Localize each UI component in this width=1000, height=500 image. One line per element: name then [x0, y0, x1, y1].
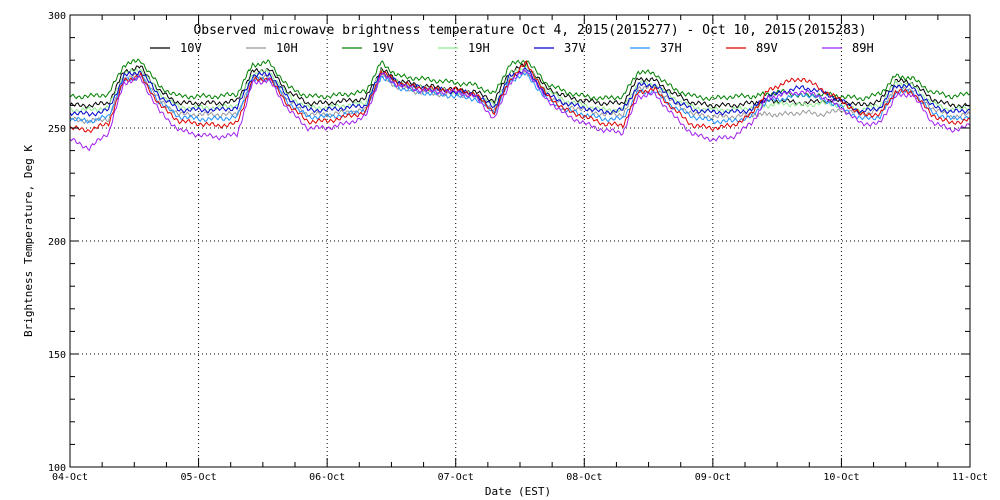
grid-lines [70, 15, 970, 467]
x-tick-label: 09-Oct [695, 472, 731, 483]
chart-title: Observed microwave brightness temperatur… [193, 23, 866, 38]
y-axis-label: Brightness Temperature, Deg K [22, 145, 35, 337]
y-tick-label: 100 [48, 463, 66, 474]
legend: 10V 10H 19V 19H 37V 37H 89V 89H [150, 41, 874, 55]
x-tick-label: 06-Oct [309, 472, 345, 483]
x-axis-label: Date (EST) [485, 485, 551, 498]
series-lines [69, 58, 971, 152]
legend-label-37h: 37H [660, 41, 682, 55]
legend-label-19h: 19H [468, 41, 490, 55]
legend-label-10h: 10H [276, 41, 298, 55]
y-tick-label: 200 [48, 237, 66, 248]
series-line-10v [69, 62, 971, 109]
x-tick-label: 07-Oct [438, 472, 474, 483]
legend-label-89h: 89H [852, 41, 874, 55]
legend-label-37v: 37V [564, 41, 586, 55]
series-line-19v [69, 58, 971, 102]
legend-label-19v: 19V [372, 41, 394, 55]
legend-label-10v: 10V [180, 41, 202, 55]
legend-label-89v: 89V [756, 41, 778, 55]
series-line-89v [69, 60, 971, 134]
axis-ticks: 100 150 200 250 300 04-Oct 05-Oct 06-Oct 07-Oct 0… [48, 11, 988, 483]
y-tick-label: 300 [48, 11, 66, 22]
y-tick-label: 250 [48, 124, 66, 135]
x-tick-label: 04-Oct [52, 472, 88, 483]
series-line-89h [69, 69, 971, 152]
y-tick-label: 150 [48, 350, 66, 361]
x-tick-label: 11-Oct [952, 472, 988, 483]
x-tick-label: 10-Oct [823, 472, 859, 483]
x-tick-label: 08-Oct [566, 472, 602, 483]
x-tick-label: 05-Oct [181, 472, 217, 483]
